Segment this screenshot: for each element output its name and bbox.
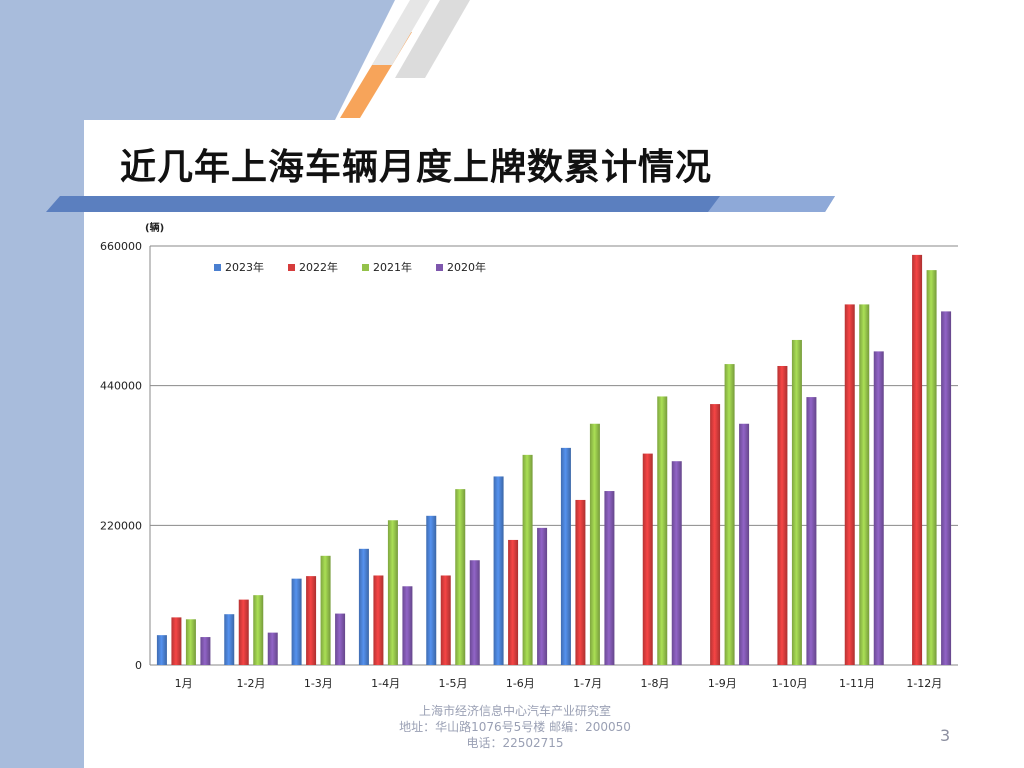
- page-title: 近几年上海车辆月度上牌数累计情况: [120, 147, 713, 188]
- bar-2022年-1-3月: [306, 576, 317, 665]
- bar-2021年-1-6月: [522, 454, 533, 665]
- bar-2020年-1-11月: [873, 351, 884, 665]
- left-blue-band: [0, 0, 84, 768]
- legend-label-2021年: 2021年: [373, 260, 412, 274]
- gray-stripe-2: [372, 0, 430, 65]
- footer-phone: 电话：22502715: [466, 736, 564, 750]
- x-tick-label: 1-4月: [371, 677, 400, 690]
- bar-2020年-1-2月: [267, 632, 278, 665]
- bar-2020年-1-7月: [604, 491, 615, 665]
- bar-2021年-1-9月: [724, 364, 735, 665]
- y-axis-unit-label: (辆): [145, 221, 164, 234]
- bar-2022年-1-8月: [642, 453, 653, 665]
- bar-2021年-1-2月: [253, 595, 264, 665]
- bar-2021年-1-4月: [387, 520, 398, 665]
- bar-2021年-1-7月: [589, 423, 600, 665]
- x-tick-label: 1-12月: [906, 677, 942, 690]
- x-tick-label: 1-9月: [708, 677, 737, 690]
- bar-2020年-1-5月: [469, 560, 480, 665]
- legend-label-2022年: 2022年: [299, 260, 338, 274]
- bar-2020年-1月: [200, 637, 211, 665]
- x-tick-label: 1-10月: [772, 677, 808, 690]
- x-tick-label: 1-8月: [641, 677, 670, 690]
- bar-2021年-1-11月: [859, 304, 870, 665]
- bar-2021年-1-8月: [657, 396, 668, 665]
- legend-swatch-2022年: [288, 264, 295, 271]
- x-tick-label: 1-11月: [839, 677, 875, 690]
- bar-2020年-1-9月: [739, 423, 750, 665]
- gray-stripe-1: [395, 0, 470, 78]
- bar-2023年-1-3月: [291, 578, 302, 665]
- x-tick-label: 1-6月: [506, 677, 535, 690]
- bar-2021年-1-12月: [926, 270, 937, 665]
- footer-address: 地址：华山路1076号5号楼 邮编：200050: [399, 720, 631, 734]
- title-underline-light: [708, 196, 835, 212]
- bar-2021年-1月: [185, 619, 196, 665]
- bar-2022年-1月: [171, 617, 182, 665]
- content-panel: [84, 120, 1024, 768]
- y-tick-label: 440000: [100, 380, 142, 393]
- bar-2022年-1-9月: [710, 404, 721, 665]
- bar-2022年-1-4月: [373, 575, 384, 665]
- legend-swatch-2023年: [214, 264, 221, 271]
- bar-2022年-1-7月: [575, 499, 586, 665]
- y-tick-label: 220000: [100, 519, 142, 532]
- x-tick-label: 1-5月: [439, 677, 468, 690]
- bar-2021年-1-5月: [455, 489, 466, 665]
- legend-label-2023年: 2023年: [225, 260, 264, 274]
- bar-2021年-1-10月: [791, 339, 802, 665]
- bar-2022年-1-5月: [440, 575, 451, 665]
- x-tick-label: 1-3月: [304, 677, 333, 690]
- bar-2020年-1-8月: [671, 461, 682, 665]
- bar-2021年-1-3月: [320, 555, 331, 665]
- title-underline-bar: [46, 196, 835, 212]
- bar-2020年-1-10月: [806, 397, 817, 665]
- bar-2023年-1-6月: [493, 476, 504, 665]
- bar-2023年-1-4月: [358, 548, 369, 665]
- bar-2020年-1-3月: [335, 613, 346, 665]
- bar-2022年-1-10月: [777, 365, 788, 665]
- bar-2022年-1-2月: [238, 599, 249, 665]
- legend-swatch-2020年: [436, 264, 443, 271]
- legend-swatch-2021年: [362, 264, 369, 271]
- bar-2022年-1-12月: [912, 254, 923, 665]
- legend-label-2020年: 2020年: [447, 260, 486, 274]
- x-tick-label: 1-2月: [237, 677, 266, 690]
- bar-2022年-1-6月: [508, 539, 519, 665]
- y-tick-label: 0: [135, 659, 142, 672]
- bar-2023年-1月: [156, 635, 167, 665]
- page-number: 3: [940, 726, 951, 745]
- bar-2020年-1-4月: [402, 586, 413, 665]
- bar-2023年-1-2月: [224, 614, 235, 665]
- x-tick-label: 1-7月: [573, 677, 602, 690]
- top-blue-panel: [84, 0, 395, 120]
- bar-chart: 0 220000 440000 660000(辆) 1月 1-2月 1-3月 1-4月 1-5月…: [100, 221, 958, 690]
- x-tick-label: 1月: [175, 677, 193, 690]
- bar-2020年-1-12月: [941, 311, 952, 665]
- bar-2020年-1-6月: [537, 527, 548, 665]
- bar-2022年-1-11月: [844, 304, 855, 665]
- footer-org: 上海市经济信息中心汽车产业研究室: [418, 704, 611, 718]
- y-tick-label: 660000: [100, 240, 142, 253]
- bar-2023年-1-5月: [426, 515, 437, 665]
- bar-2023年-1-7月: [560, 447, 571, 665]
